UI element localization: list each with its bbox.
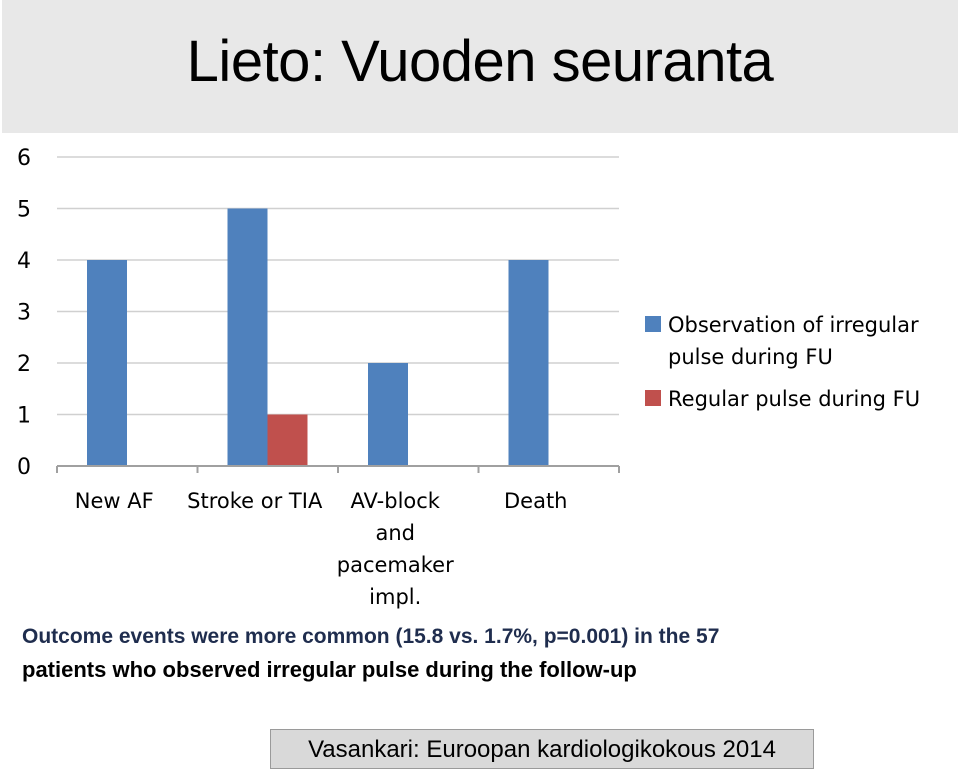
y-tick-label: 6 [17,146,31,171]
legend-label: pulse during FU [668,345,833,369]
y-tick-label: 4 [17,249,31,274]
caption-line-1: Outcome events were more common (15.8 vs… [22,625,720,648]
y-tick-label: 2 [17,352,31,377]
legend-swatch [645,316,661,332]
bar [508,260,549,466]
caption: Outcome events were more common (15.8 vs… [22,621,922,687]
x-tick-label: impl. [369,585,421,609]
x-axis-labels: New AF Stroke or TIA AV-block and pacemaker i… [75,489,568,609]
bar [368,363,408,466]
y-tick-label: 3 [17,301,31,326]
x-tick-label: New AF [75,489,154,513]
legend-label: Observation of irregular [668,313,919,337]
y-tick-label: 5 [17,198,31,223]
title-band [2,0,958,133]
citation-box: Vasankari: Euroopan kardiologikokous 201… [270,729,814,769]
x-tick-label: and [375,521,415,545]
bar [227,208,268,466]
x-tick-label: Death [504,489,568,513]
bar [267,414,308,466]
legend-swatch [645,390,661,406]
caption-line-2: patients who observed irregular pulse du… [22,657,637,682]
legend: Observation of irregular pulse during FU R… [645,313,920,411]
y-tick-label: 1 [17,404,31,429]
legend-label: Regular pulse during FU [668,387,920,411]
slide-title: Lieto: Vuoden seuranta [186,29,774,94]
bar-chart: 0 1 2 3 4 5 6 New AF Stroke or TIA AV-block and pa… [17,146,920,609]
bars [87,208,549,466]
x-tick-label: pacemaker [337,553,454,577]
x-axis [56,465,620,473]
y-tick-label: 0 [17,455,31,480]
bar [87,260,127,466]
x-tick-label: AV-block [351,489,441,513]
x-tick-label: Stroke or TIA [187,489,323,513]
y-axis-ticks: 0 1 2 3 4 5 6 [17,146,31,480]
